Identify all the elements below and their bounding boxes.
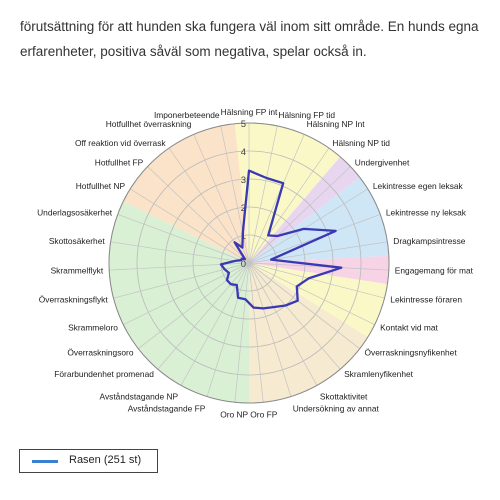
category-label: Avståndstagande NP xyxy=(100,392,179,402)
tick-label: 0 xyxy=(241,259,246,270)
grid-spoke xyxy=(206,262,250,397)
intro-line: erfarenheter, positiva såväl som negativ… xyxy=(20,44,367,59)
intro-text: förutsättning för att hunden ska fungera… xyxy=(20,14,490,64)
category-label: Skrammeloro xyxy=(68,322,118,332)
legend-swatch xyxy=(32,460,58,463)
series-line xyxy=(219,169,343,310)
category-label: Underlagsosäkerhet xyxy=(37,207,113,217)
background-sector xyxy=(249,263,388,338)
category-label: Hälsning FP tid xyxy=(278,110,335,120)
category-label: Skottosäkerhet xyxy=(49,236,106,246)
grid-spoke xyxy=(220,125,250,264)
grid-spoke xyxy=(138,262,250,349)
grid-spoke xyxy=(248,262,375,325)
category-label: Skottaktivitet xyxy=(320,392,368,402)
grid-spoke xyxy=(117,214,250,264)
category-label: Undergivenhet xyxy=(355,157,410,167)
chart-legend: Rasen (251 st) xyxy=(19,449,158,473)
tick-label: 4 xyxy=(241,147,246,158)
grid-spoke xyxy=(113,262,250,299)
grid-spoke xyxy=(157,262,250,370)
grid-spoke xyxy=(248,262,318,386)
grid-spoke xyxy=(248,262,385,299)
grid-spoke xyxy=(248,134,305,264)
legend-label: Rasen (251 st) xyxy=(69,454,142,466)
grid-spoke xyxy=(248,125,278,264)
category-label: Lekintresse ny leksak xyxy=(386,207,467,217)
category-label: Överraskningsoro xyxy=(67,347,133,357)
grid-spoke xyxy=(248,262,264,403)
grid-spoke xyxy=(180,262,250,386)
category-label: Överraskningsnyfikenhet xyxy=(365,347,458,357)
outer-circle xyxy=(108,122,390,404)
category-label: Imponerbeteende xyxy=(154,110,220,120)
background-sector xyxy=(249,255,389,285)
grid-spoke xyxy=(248,214,381,264)
category-label: Hotfullhet FP xyxy=(95,157,144,167)
grid-spoke xyxy=(248,262,389,271)
grid-spoke xyxy=(248,262,360,349)
category-label: Hälsning NP tid xyxy=(332,138,390,148)
grid-spoke xyxy=(110,241,250,264)
category-label: Lekintresse föraren xyxy=(390,295,462,305)
category-label: Off reaktion vid överrask xyxy=(75,138,166,148)
grid-spoke xyxy=(130,188,250,264)
category-label: Oro NP xyxy=(220,409,248,419)
category-label: Hotfullhet överraskning xyxy=(106,119,192,129)
category-label: Lekintresse egen leksak xyxy=(373,181,464,191)
category-label: Avståndstagande FP xyxy=(128,403,206,413)
background-sector xyxy=(123,123,249,263)
tick-label: 5 xyxy=(241,119,246,130)
category-label: Engagemang för mat xyxy=(395,265,474,275)
category-label: Skrammelflykt xyxy=(51,265,104,275)
grid-spoke xyxy=(234,262,250,403)
category-label: Dragkampsintresse xyxy=(393,236,465,246)
grid-spoke xyxy=(248,188,368,264)
tick-label: 2 xyxy=(241,203,246,214)
category-label: Oro FP xyxy=(250,409,277,419)
category-label: Hotfullhet NP xyxy=(76,181,126,191)
background-sector xyxy=(109,201,249,403)
tick-label: 3 xyxy=(241,175,246,186)
category-label: Skramlenyfikenhet xyxy=(344,369,414,379)
grid-spoke xyxy=(193,134,250,264)
category-label: Undersökning av annat xyxy=(293,403,380,413)
category-label: Förarbundenhet promenad xyxy=(54,369,154,379)
category-label: Kontakt vid mat xyxy=(380,322,438,332)
category-label: Hälsning NP Int xyxy=(307,119,366,129)
category-label: Överraskningsflykt xyxy=(39,295,109,305)
grid-spoke xyxy=(248,262,341,370)
background-sector xyxy=(234,123,341,263)
grid-spoke xyxy=(248,262,292,397)
intro-line: förutsättning för att hunden ska fungera… xyxy=(20,19,479,34)
grid-spoke xyxy=(248,166,351,264)
category-label: Hälsning FP int xyxy=(221,107,278,117)
grid-spoke xyxy=(248,147,330,264)
grid-spoke xyxy=(147,166,250,264)
